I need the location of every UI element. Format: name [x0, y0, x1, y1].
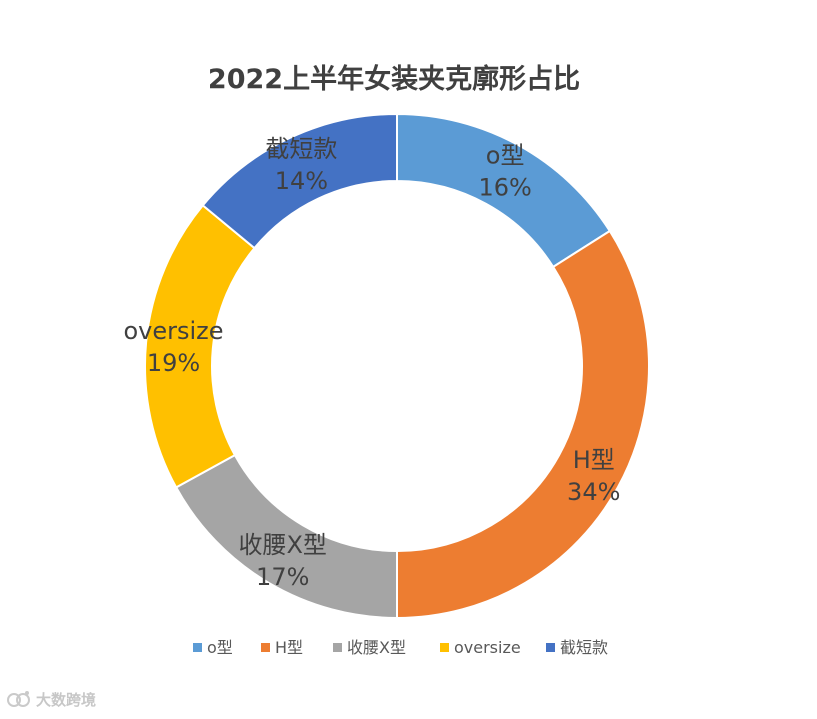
legend-swatch	[440, 643, 449, 652]
legend-label: H型	[275, 638, 303, 657]
slice-category-label: 收腰X型	[238, 531, 326, 559]
legend-swatch	[261, 643, 270, 652]
legend-label: o型	[207, 638, 233, 657]
legend-label: 截短款	[560, 638, 608, 657]
slice-value-label: 34%	[567, 478, 620, 506]
watermark-text: 大数跨境	[36, 690, 97, 709]
donut-slices	[144, 112, 650, 620]
chart-title: 2022上半年女装夹克廓形占比	[208, 63, 580, 95]
legend-label: oversize	[454, 638, 521, 657]
slice-labels: o型 16% H型 34% 收腰X型 17% oversize 19% 截短款 14%	[123, 135, 620, 591]
slice-value-label: 16%	[478, 173, 531, 201]
slice-value-label: 14%	[275, 167, 328, 195]
slice-value-label: 19%	[147, 349, 200, 377]
slice-2	[396, 229, 650, 620]
legend-swatch	[546, 643, 555, 652]
legend-swatch	[193, 643, 202, 652]
watermark-logo-icon	[7, 691, 30, 707]
legend-swatch	[333, 643, 342, 652]
chart-legend: o型 H型 收腰X型 oversize 截短款	[193, 638, 608, 657]
slice-value-label: 17%	[256, 563, 309, 591]
slice-4	[144, 203, 256, 489]
slice-category-label: o型	[486, 141, 525, 169]
slice-category-label: 截短款	[265, 135, 337, 163]
slice-category-label: H型	[573, 446, 615, 474]
slice-category-label: oversize	[123, 317, 223, 345]
slice-5	[201, 112, 398, 250]
legend-label: 收腰X型	[347, 638, 406, 657]
watermark: 大数跨境	[6, 688, 96, 710]
